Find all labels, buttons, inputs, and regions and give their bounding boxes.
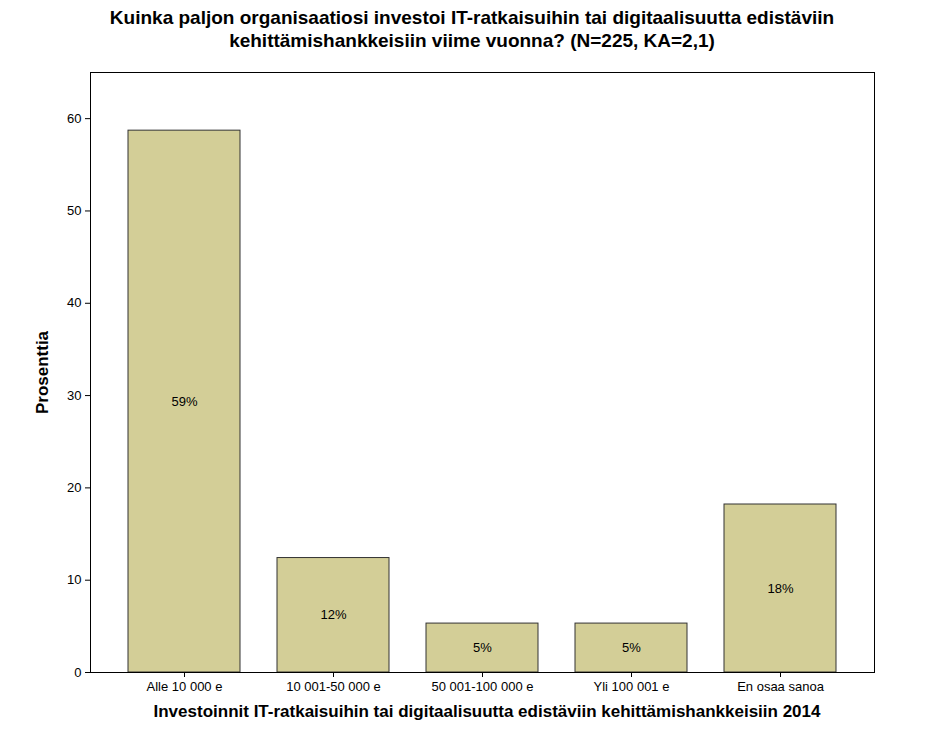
svg-text:12%: 12% xyxy=(320,607,346,622)
svg-text:Prosenttia: Prosenttia xyxy=(33,330,52,414)
svg-text:50 001-100 000 e: 50 001-100 000 e xyxy=(432,679,534,694)
svg-text:En osaa sanoa: En osaa sanoa xyxy=(737,679,825,694)
svg-text:40: 40 xyxy=(67,295,81,310)
svg-text:5%: 5% xyxy=(622,640,641,655)
svg-text:59%: 59% xyxy=(171,394,197,409)
svg-text:20: 20 xyxy=(67,480,81,495)
svg-text:10 001-50 000 e: 10 001-50 000 e xyxy=(286,679,381,694)
svg-text:30: 30 xyxy=(67,388,81,403)
svg-text:Yli 100 001 e: Yli 100 001 e xyxy=(594,679,670,694)
svg-text:0: 0 xyxy=(74,665,81,680)
svg-text:18%: 18% xyxy=(767,581,793,596)
svg-text:5%: 5% xyxy=(473,640,492,655)
html-text:Investoinnit IT-ratkaisuihin t: Investoinnit IT-ratkaisuihin tai digitaa… xyxy=(153,702,821,721)
svg-text:50: 50 xyxy=(67,203,81,218)
svg-text:Alle 10 000 e: Alle 10 000 e xyxy=(147,679,223,694)
html-text:Kuinka paljon organisaatiosi i: Kuinka paljon organisaatiosi investoi IT… xyxy=(109,7,835,51)
svg-text:60: 60 xyxy=(67,111,81,126)
svg-text:10: 10 xyxy=(67,572,81,587)
